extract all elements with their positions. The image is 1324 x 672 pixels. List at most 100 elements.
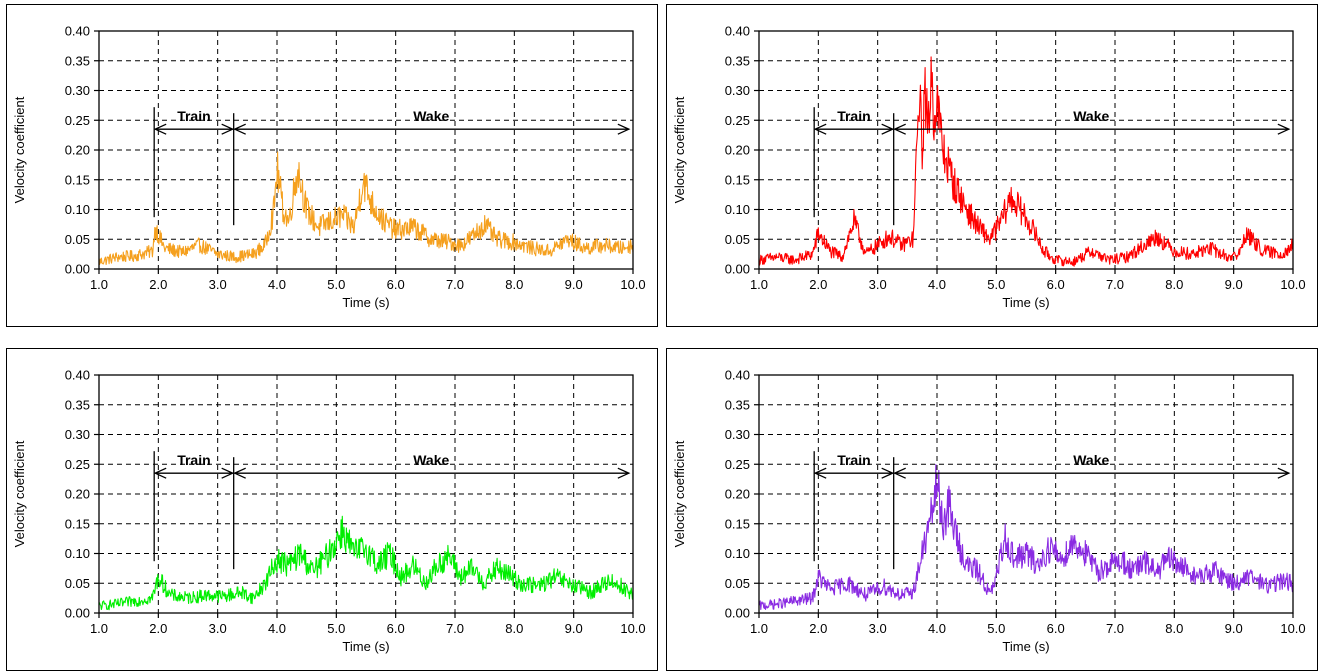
- x-tick-label: 9.0: [1225, 621, 1243, 636]
- velocity-chart-top-right: 1.0 2.0 3.0 4.0 5.0 6.0 7.0 8.0 9.0 10.0 0.00 0.05 0…: [672, 24, 1306, 311]
- y-tick-label: 0.40: [725, 368, 750, 383]
- wake-label: Wake: [1073, 452, 1109, 468]
- x-tick-label: 3.0: [869, 621, 887, 636]
- train-label: Train: [177, 108, 210, 124]
- x-tick-label: 8.0: [505, 621, 523, 636]
- x-tick-label: 10.0: [620, 621, 645, 636]
- train-label: Train: [177, 452, 210, 468]
- train-arrow: [813, 123, 895, 135]
- x-tick-label: 9.0: [1225, 277, 1243, 292]
- y-tick-label: 0.20: [65, 487, 90, 502]
- y-tick-label: 0.30: [725, 83, 750, 98]
- phase-annotations: Train Wake: [153, 451, 631, 570]
- x-tick-label: 8.0: [1165, 277, 1183, 292]
- x-tick-label: 8.0: [1165, 621, 1183, 636]
- y-tick-label: 0.30: [725, 427, 750, 442]
- x-tick-label: 1.0: [90, 621, 108, 636]
- x-tick-label: 2.0: [809, 277, 827, 292]
- y-tick-label: 0.35: [725, 397, 750, 412]
- series-line: [758, 56, 1294, 267]
- y-tick-label: 0.00: [725, 262, 750, 277]
- x-tick-label: 4.0: [928, 277, 946, 292]
- x-tick-label: 9.0: [565, 621, 583, 636]
- wake-label: Wake: [1073, 108, 1109, 124]
- y-tick-label: 0.25: [65, 457, 90, 472]
- y-tick-label: 0.35: [725, 53, 750, 68]
- x-tick-label: 7.0: [1106, 277, 1124, 292]
- y-tick-label: 0.30: [65, 83, 90, 98]
- velocity-chart-bottom-right: 1.0 2.0 3.0 4.0 5.0 6.0 7.0 8.0 9.0 10.0 0.00 0.05 0…: [672, 368, 1306, 655]
- y-tick-label: 0.25: [725, 113, 750, 128]
- train-label: Train: [837, 452, 870, 468]
- y-tick-label: 0.40: [65, 368, 90, 383]
- x-tick-label: 7.0: [1106, 621, 1124, 636]
- train-arrow: [813, 467, 895, 479]
- x-tick-label: 5.0: [987, 621, 1005, 636]
- wake-arrow: [233, 123, 631, 135]
- train-arrow: [153, 467, 235, 479]
- y-tick-label: 0.35: [65, 397, 90, 412]
- wake-arrow: [893, 123, 1291, 135]
- y-tick-label: 0.20: [725, 487, 750, 502]
- y-tick-label: 0.15: [65, 172, 90, 187]
- y-tick-label: 0.30: [65, 427, 90, 442]
- wake-arrow: [893, 467, 1291, 479]
- grid: [759, 375, 1293, 613]
- y-tick-label: 0.05: [725, 576, 750, 591]
- y-tick-label: 0.25: [725, 457, 750, 472]
- y-tick-label: 0.15: [725, 516, 750, 531]
- y-tick-label: 0.00: [65, 606, 90, 621]
- y-tick-label: 0.05: [65, 576, 90, 591]
- velocity-chart-bottom-left: 1.0 2.0 3.0 4.0 5.0 6.0 7.0 8.0 9.0 10.0 0.00 0.05 0…: [12, 368, 646, 655]
- phase-annotations: Train Wake: [813, 451, 1291, 570]
- phase-annotations: Train Wake: [153, 107, 631, 226]
- x-tick-label: 2.0: [809, 621, 827, 636]
- y-axis-label: Velocity coefficient: [12, 96, 27, 203]
- x-tick-label: 3.0: [209, 621, 227, 636]
- x-tick-label: 4.0: [268, 621, 286, 636]
- y-tick-label: 0.10: [65, 202, 90, 217]
- wake-label: Wake: [413, 108, 449, 124]
- y-tick-label: 0.05: [725, 232, 750, 247]
- y-tick-label: 0.15: [65, 516, 90, 531]
- series-line: [98, 151, 634, 266]
- x-tick-label: 6.0: [1047, 621, 1065, 636]
- y-axis-label: Velocity coefficient: [672, 440, 687, 547]
- series-line: [758, 464, 1294, 610]
- y-tick-label: 0.20: [725, 143, 750, 158]
- x-tick-label: 3.0: [209, 277, 227, 292]
- x-tick-label: 10.0: [1280, 621, 1305, 636]
- chart-panel-top-right: 1.0 2.0 3.0 4.0 5.0 6.0 7.0 8.0 9.0 10.0 0.00 0.05 0…: [666, 4, 1318, 327]
- y-axis-label: Velocity coefficient: [12, 440, 27, 547]
- y-tick-label: 0.35: [65, 53, 90, 68]
- x-tick-label: 3.0: [869, 277, 887, 292]
- phase-annotations: Train Wake: [813, 107, 1291, 226]
- series-line: [98, 515, 634, 611]
- y-tick-label: 0.20: [65, 143, 90, 158]
- y-axis-label: Velocity coefficient: [672, 96, 687, 203]
- x-tick-label: 6.0: [1047, 277, 1065, 292]
- x-tick-label: 4.0: [268, 277, 286, 292]
- x-tick-label: 1.0: [750, 621, 768, 636]
- y-tick-label: 0.10: [65, 546, 90, 561]
- wake-label: Wake: [413, 452, 449, 468]
- x-tick-label: 1.0: [90, 277, 108, 292]
- wake-arrow: [233, 467, 631, 479]
- grid: [99, 31, 633, 269]
- train-label: Train: [837, 108, 870, 124]
- x-tick-label: 6.0: [387, 277, 405, 292]
- x-axis-label: Time (s): [342, 295, 389, 310]
- y-tick-label: 0.25: [65, 113, 90, 128]
- x-tick-label: 5.0: [987, 277, 1005, 292]
- x-tick-label: 9.0: [565, 277, 583, 292]
- x-tick-label: 6.0: [387, 621, 405, 636]
- y-tick-label: 0.15: [725, 172, 750, 187]
- x-tick-label: 10.0: [1280, 277, 1305, 292]
- y-tick-label: 0.40: [65, 24, 90, 39]
- chart-panel-bottom-left: 1.0 2.0 3.0 4.0 5.0 6.0 7.0 8.0 9.0 10.0 0.00 0.05 0…: [6, 348, 658, 671]
- x-axis-label: Time (s): [1002, 295, 1049, 310]
- grid: [759, 31, 1293, 269]
- y-tick-label: 0.05: [65, 232, 90, 247]
- y-tick-label: 0.00: [65, 262, 90, 277]
- x-tick-label: 10.0: [620, 277, 645, 292]
